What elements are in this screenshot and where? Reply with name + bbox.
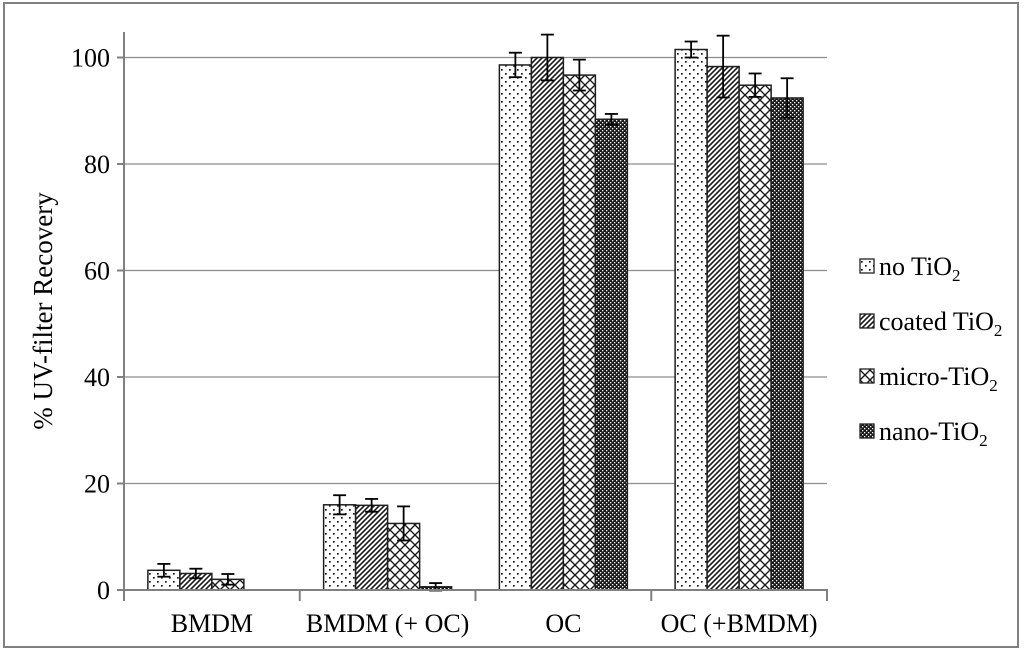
- legend-item-diamond: micro-TiO2: [859, 362, 998, 395]
- bar-dense-3: [770, 97, 804, 591]
- error-bar-dots-2: [508, 51, 522, 79]
- legend-swatch-dense: [859, 423, 875, 439]
- legend-item-dense: nano-TiO2: [859, 417, 988, 450]
- legend-label-diagonal: coated TiO2: [879, 307, 1002, 340]
- error-bar-diamond-2: [572, 58, 586, 92]
- error-bar-diagonal-1: [365, 498, 379, 513]
- error-bar-diamond-0: [221, 573, 235, 586]
- y-axis-title: % UV-filter Recovery: [28, 192, 58, 430]
- x-category-label-0: BMDM: [171, 609, 253, 638]
- y-tick-label-0: 0: [97, 576, 110, 605]
- error-bar-diagonal-0: [189, 567, 203, 580]
- bar-dense-2: [594, 118, 629, 591]
- error-bar-diagonal-2: [540, 33, 554, 82]
- error-bar-dots-1: [333, 494, 347, 516]
- bar-dots-2: [498, 64, 533, 591]
- legend-swatch-diagonal: [859, 313, 875, 329]
- y-tick-label-40: 40: [84, 363, 110, 392]
- legend-item-diagonal: coated TiO2: [859, 307, 1002, 340]
- x-category-label-3: OC (+BMDM): [661, 609, 818, 638]
- x-category-label-1: BMDM (+ OC): [306, 609, 469, 638]
- error-bar-dense-2: [604, 113, 618, 126]
- bar-diamond-2: [562, 74, 597, 591]
- y-tick-label-100: 100: [71, 44, 110, 73]
- error-bar-dots-0: [157, 563, 171, 578]
- figure-frame-border: [3, 2, 1019, 648]
- error-bar-dots-3: [684, 40, 698, 59]
- bar-diagonal-1: [354, 504, 389, 591]
- bar-diamond-3: [738, 84, 772, 591]
- error-bar-diamond-1: [397, 505, 411, 542]
- legend-item-dots: no TiO2: [859, 252, 961, 285]
- bar-dots-3: [674, 48, 708, 591]
- bar-dots-1: [322, 504, 357, 591]
- legend-swatch-diamond: [859, 368, 875, 384]
- error-bar-dense-3: [780, 77, 794, 119]
- legend-label-dense: nano-TiO2: [879, 417, 988, 450]
- bar-diagonal-3: [706, 65, 740, 591]
- error-bar-diamond-3: [748, 72, 762, 98]
- x-category-label-2: OC: [545, 609, 581, 638]
- y-tick-label-60: 60: [84, 257, 110, 286]
- bar-diagonal-2: [530, 56, 565, 591]
- legend-swatch-dots: [859, 258, 875, 274]
- y-tick-label-80: 80: [84, 150, 110, 179]
- y-tick-label-20: 20: [84, 470, 110, 499]
- legend-label-diamond: micro-TiO2: [879, 362, 998, 395]
- error-bar-diagonal-3: [716, 34, 730, 99]
- legend-label-dots: no TiO2: [879, 252, 961, 285]
